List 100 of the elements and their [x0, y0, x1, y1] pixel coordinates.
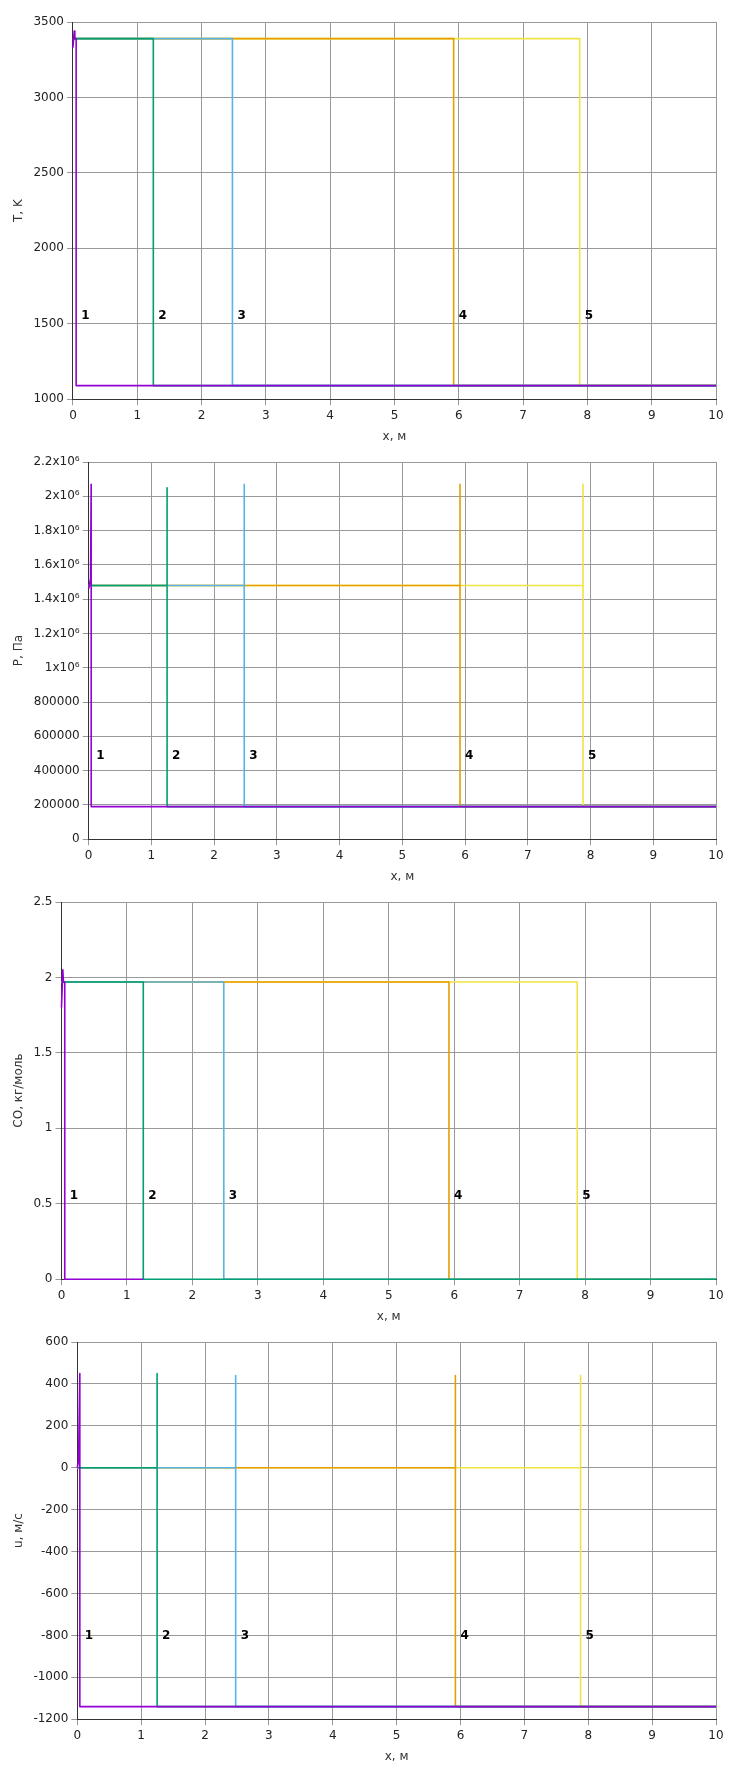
y-tick-label: 200000: [33, 797, 80, 812]
x-tick-label: 1: [147, 847, 156, 862]
x-tick-label: 7: [523, 847, 532, 862]
series-label: 1: [81, 308, 90, 323]
series-label: 5: [582, 1188, 591, 1203]
y-tick-label: 1.8x10⁶: [33, 522, 80, 537]
y-tick-label: 2x10⁶: [44, 488, 80, 503]
x-tick-label: 0: [84, 847, 93, 862]
y-tick-label: -400: [41, 1543, 69, 1558]
x-tick-label: 8: [581, 1287, 589, 1302]
series-label: 3: [240, 1628, 250, 1643]
x-tick-label: 2: [201, 1727, 209, 1742]
x-tick-label: 3: [265, 1727, 273, 1742]
x-tick-label: 2: [210, 847, 218, 862]
x-tick-label: 9: [647, 407, 656, 422]
y-tick-label: 600: [45, 1334, 69, 1349]
y-tick-label: 1x10⁶: [44, 659, 80, 674]
x-tick-label: 1: [123, 1287, 131, 1302]
x-tick-label: 3: [254, 1287, 262, 1302]
y-tick-label: 3500: [33, 14, 64, 29]
y-tick-label: 1.2x10⁶: [33, 625, 80, 640]
series-label: 3: [237, 308, 246, 323]
x-tick-label: 4: [335, 847, 344, 862]
x-tick-label: 7: [519, 407, 527, 422]
y-tick-label: 1.4x10⁶: [33, 591, 80, 606]
x-tick-label: 10: [708, 407, 724, 422]
y-tick-label: 0: [60, 1459, 69, 1474]
y-axis-title: P, Па: [11, 634, 26, 667]
y-tick-label: 1000: [33, 391, 64, 406]
y-tick-label: 2: [44, 969, 53, 984]
y-axis-title: T, K: [11, 198, 26, 224]
y-tick-label: 1.5: [33, 1045, 53, 1060]
x-tick-label: 2: [197, 407, 206, 422]
y-tick-label: -200: [41, 1501, 69, 1516]
y-tick-label: 600000: [33, 728, 80, 743]
x-tick-label: 6: [454, 407, 463, 422]
y-tick-label: 400: [45, 1376, 69, 1391]
y-tick-label: -1200: [33, 1711, 69, 1726]
x-tick-label: 8: [584, 1727, 593, 1742]
y-tick-label: 2.5: [33, 894, 53, 909]
y-tick-label: 3000: [33, 89, 64, 104]
y-tick-label: 800000: [33, 694, 80, 709]
x-tick-label: 6: [450, 1287, 459, 1302]
series-label: 5: [588, 748, 597, 763]
series-label: 2: [158, 308, 167, 323]
y-tick-label: 200: [45, 1417, 69, 1432]
x-tick-label: 3: [262, 407, 270, 422]
series-label: 2: [148, 1188, 157, 1203]
series-label: 5: [584, 308, 594, 323]
x-tick-label: 5: [384, 1287, 393, 1302]
x-tick-label: 7: [515, 1287, 524, 1302]
series-label: 3: [228, 1188, 238, 1203]
y-tick-label: 0: [72, 831, 80, 846]
x-tick-label: 8: [583, 407, 592, 422]
series-label: 2: [162, 1628, 171, 1643]
y-tick-label: 2.2x10⁶: [33, 454, 80, 469]
x-tick-label: 4: [328, 1727, 337, 1742]
x-axis-title: x, м: [382, 428, 407, 443]
series-label: 5: [585, 1628, 594, 1643]
x-tick-label: 6: [456, 1727, 465, 1742]
series-label: 1: [96, 748, 105, 763]
y-tick-label: 0.5: [33, 1195, 53, 1210]
y-axis-title: u, м/с: [11, 1513, 26, 1549]
y-tick-label: -600: [41, 1585, 69, 1600]
y-tick-label: -1000: [33, 1669, 69, 1684]
x-tick-label: 10: [708, 1727, 724, 1742]
x-tick-label: 10: [708, 1287, 724, 1302]
y-tick-label: -800: [41, 1627, 69, 1642]
y-tick-label: 2000: [33, 240, 64, 255]
x-tick-label: 1: [137, 1727, 145, 1742]
y-tick-label: 1500: [33, 315, 64, 330]
y-tick-label: 1.6x10⁶: [33, 557, 80, 571]
series-label: 1: [84, 1628, 94, 1643]
x-tick-label: 3: [273, 847, 281, 862]
series-label: 3: [249, 748, 258, 763]
x-tick-label: 7: [520, 1727, 529, 1742]
x-tick-label: 9: [646, 1287, 655, 1302]
x-tick-label: 9: [649, 847, 658, 862]
x-tick-label: 5: [398, 847, 407, 862]
series-label: 4: [453, 1188, 463, 1203]
x-tick-label: 5: [392, 1727, 401, 1742]
series-label: 4: [465, 748, 474, 763]
x-axis-title: x, м: [376, 1308, 401, 1323]
x-tick-label: 4: [326, 407, 334, 422]
x-tick-label: 6: [461, 847, 469, 862]
x-tick-label: 9: [648, 1727, 656, 1742]
x-tick-label: 8: [586, 847, 595, 862]
x-tick-label: 1: [133, 407, 142, 422]
y-axis-title: CO, кг/моль: [11, 1053, 26, 1128]
x-tick-label: 2: [188, 1287, 197, 1302]
x-axis-title: x, м: [390, 868, 415, 883]
series-label: 2: [172, 748, 181, 763]
y-tick-label: 1: [44, 1120, 53, 1135]
y-tick-label: 400000: [33, 762, 80, 777]
series-label: 4: [458, 308, 467, 323]
x-tick-label: 4: [319, 1287, 328, 1302]
x-axis-title: x, м: [384, 1748, 409, 1763]
y-tick-label: 2500: [33, 165, 64, 180]
x-tick-label: 10: [708, 847, 724, 862]
x-tick-label: 5: [390, 407, 399, 422]
